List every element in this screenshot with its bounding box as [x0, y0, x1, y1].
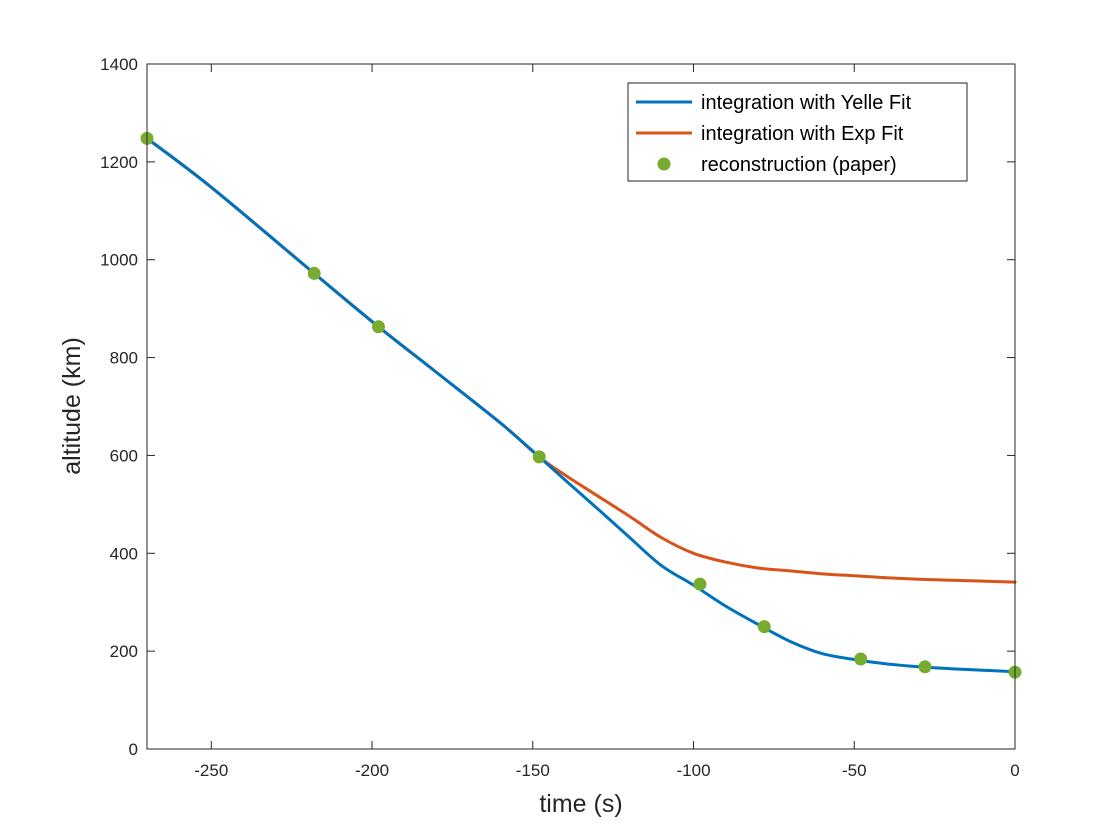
x-tick-label: -200: [355, 761, 389, 780]
legend-label: reconstruction (paper): [701, 154, 897, 176]
legend: integration with Yelle Fit integration wi…: [627, 82, 968, 182]
y-tick-label: 1000: [100, 251, 138, 270]
y-tick-label: 0: [129, 740, 138, 759]
x-tick-label: -250: [194, 761, 228, 780]
data-point: [532, 450, 546, 464]
data-point: [854, 652, 868, 666]
y-tick-label: 1200: [100, 153, 138, 172]
y-tick-label: 200: [110, 642, 138, 661]
series-layer: [140, 131, 1022, 679]
x-axis-title: time (s): [539, 790, 622, 818]
x-tick-label: 0: [1010, 761, 1019, 780]
axes-box: [146, 63, 1016, 750]
y-tick-label: 1400: [100, 55, 138, 74]
y-tick-label: 400: [110, 544, 138, 563]
y-axis-title: altitude (km): [58, 337, 86, 475]
data-point: [757, 620, 771, 634]
x-tick-label: -100: [677, 761, 711, 780]
data-point: [693, 577, 707, 591]
legend-label: integration with Yelle Fit: [701, 92, 912, 114]
x-tick-label: -50: [842, 761, 867, 780]
legend-marker-swatch: [657, 157, 671, 171]
x-tick-label: -150: [516, 761, 550, 780]
ticks-layer: -250 -200 -150 -100 -50 0 0 200 400 600 800 1000 120…: [100, 55, 1020, 780]
legend-label: integration with Exp Fit: [701, 123, 904, 145]
y-tick-label: 600: [110, 446, 138, 465]
y-tick-label: 800: [110, 349, 138, 368]
data-point: [918, 660, 932, 674]
data-point: [371, 320, 385, 334]
data-point: [307, 266, 321, 280]
